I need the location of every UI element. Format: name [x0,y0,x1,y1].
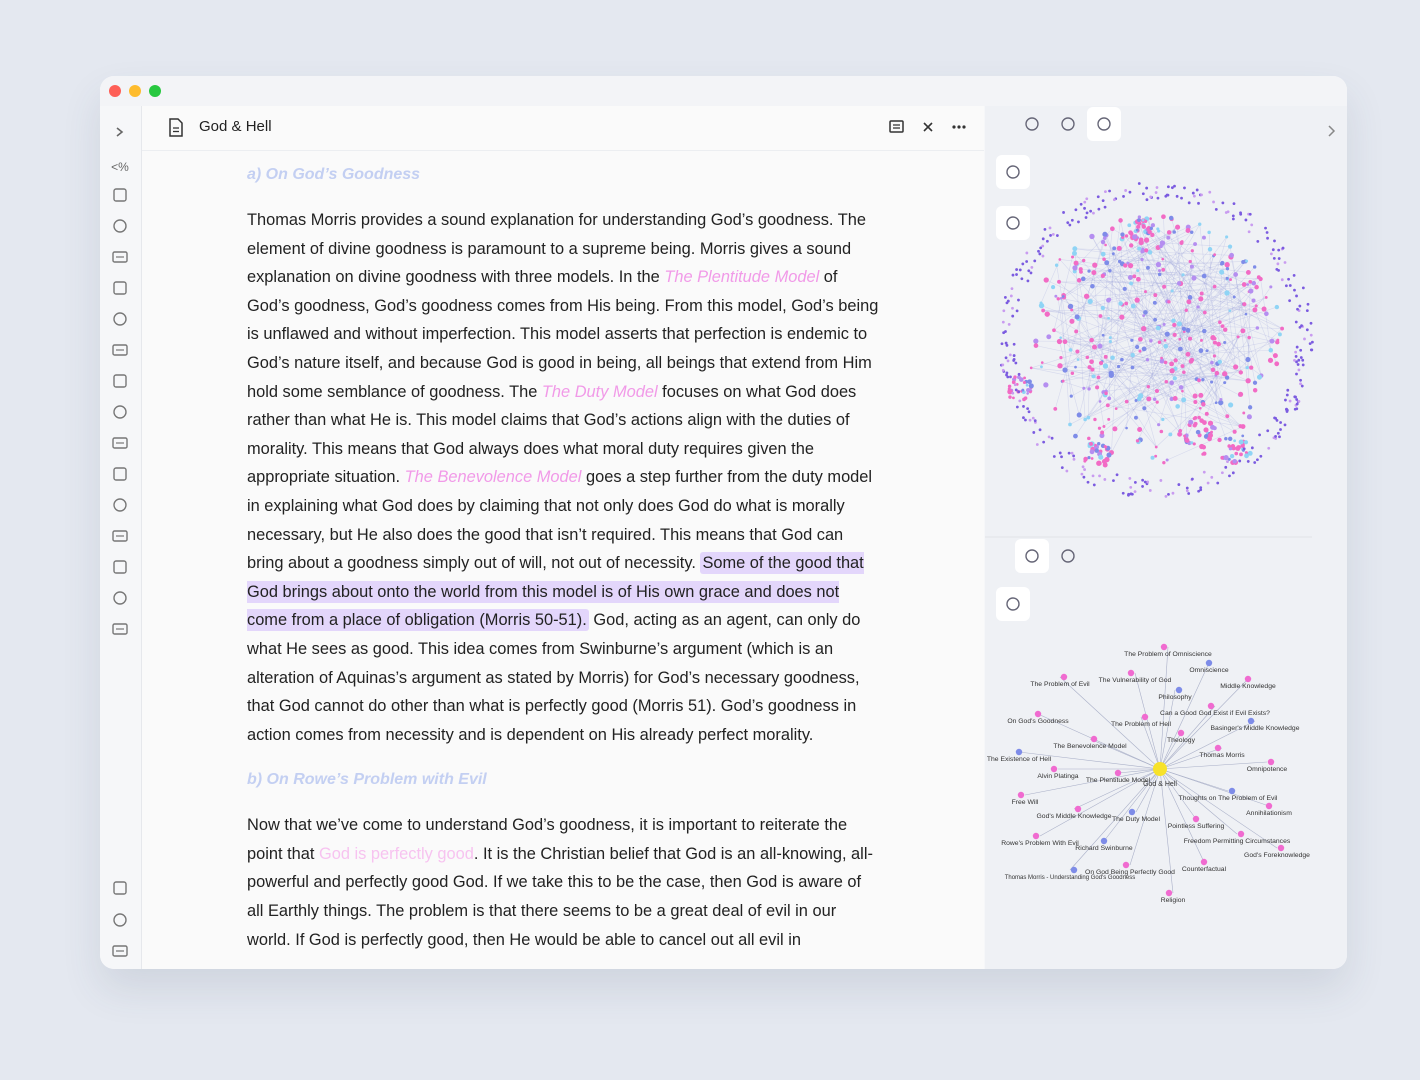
ribbon-icon[interactable] [113,281,127,295]
icon-shape [113,405,127,419]
icon-shape [112,344,128,356]
ribbon-icon[interactable] [112,623,128,635]
left-ribbon: <% [100,106,142,969]
section-heading: a) On God’s Goodness [247,166,421,183]
ribbon-icon[interactable] [112,344,128,356]
ribbon-icon[interactable] [113,560,127,574]
window-controls [109,85,161,97]
ribbon-icon[interactable] [113,881,127,895]
expand-icon[interactable] [116,127,124,137]
ribbon-icon[interactable] [113,312,127,326]
ribbon-icon[interactable] [112,945,128,957]
icon-shape [113,374,127,388]
text-run: God, acting as an agent, can only do wha… [247,611,861,744]
ribbon-icon[interactable] [113,374,127,388]
ribbon-icon[interactable] [113,498,127,512]
icon-shape [113,219,127,233]
text-run: goes a step further from the duty model … [247,468,873,573]
editor-pane: God & Hell a) On God’s Goodness Thomas Mo… [142,106,984,969]
note-content: a) On God’s Goodness Thomas Morris provid… [247,156,881,969]
icon-shape [113,881,127,895]
file-icon [169,118,183,137]
ribbon-icons: <% [111,127,129,957]
ribbon-icon[interactable] [113,188,127,202]
title-bar [100,76,1347,106]
icon-shape [112,530,128,542]
ribbon-icon[interactable] [112,251,128,263]
ribbon-icon[interactable] [112,530,128,542]
minimize-button[interactable] [129,85,141,97]
icon-shape [113,188,127,202]
link[interactable]: The Plentitude Model [664,268,820,287]
tab-actions [889,120,966,133]
text-run: Now that we’ve come to understand God’s … [247,816,848,863]
paragraph: Thomas Morris provides a sound explanati… [247,206,881,749]
text-run: . It is the Christian belief that God is… [247,844,873,949]
ribbon-icon[interactable] [113,591,127,605]
icon-shape [113,560,127,574]
link[interactable]: The Benevolence Model [404,468,582,487]
tab-header: God & Hell [142,106,984,151]
ribbon-icon[interactable] [113,405,127,419]
icon-shape [112,251,128,263]
icon-shape [112,945,128,957]
ribbon-icon[interactable] [112,437,128,449]
icon-shape [113,467,127,481]
more-button[interactable] [952,125,956,129]
section-heading: b) On Rowe’s Problem with Evil [247,771,487,789]
icon-shape [113,913,127,927]
ribbon-icon[interactable] [113,467,127,481]
icon-shape [112,623,128,635]
ribbon-icon[interactable] [113,913,127,927]
tab-title[interactable]: God & Hell [199,118,272,135]
text-run: focuses on what God does rather than wha… [247,382,857,487]
icon-shape [113,591,127,605]
icon-shape [112,437,128,449]
icon-shape [113,312,127,326]
app-window: <% God & Hell a) On God’s Goodness Thomas… [100,76,1347,969]
icon-shape [113,498,127,512]
paragraph: Now that we’ve come to understand God’s … [247,811,881,954]
icon-shape [113,281,127,295]
right-panel [985,106,1347,969]
unresolved-link[interactable]: God is perfectly good [319,844,474,863]
text-run: Thomas Morris provides a sound explanati… [247,211,866,287]
reading-view-button[interactable] [889,120,904,133]
link[interactable]: The Duty Model [541,382,658,401]
maximize-button[interactable] [149,85,161,97]
ribbon-icon[interactable] [113,219,127,233]
close-button[interactable] [109,85,121,97]
text-run: of God’s goodness, God’s goodness comes … [247,268,879,401]
templater-icon[interactable]: <% [111,160,129,174]
